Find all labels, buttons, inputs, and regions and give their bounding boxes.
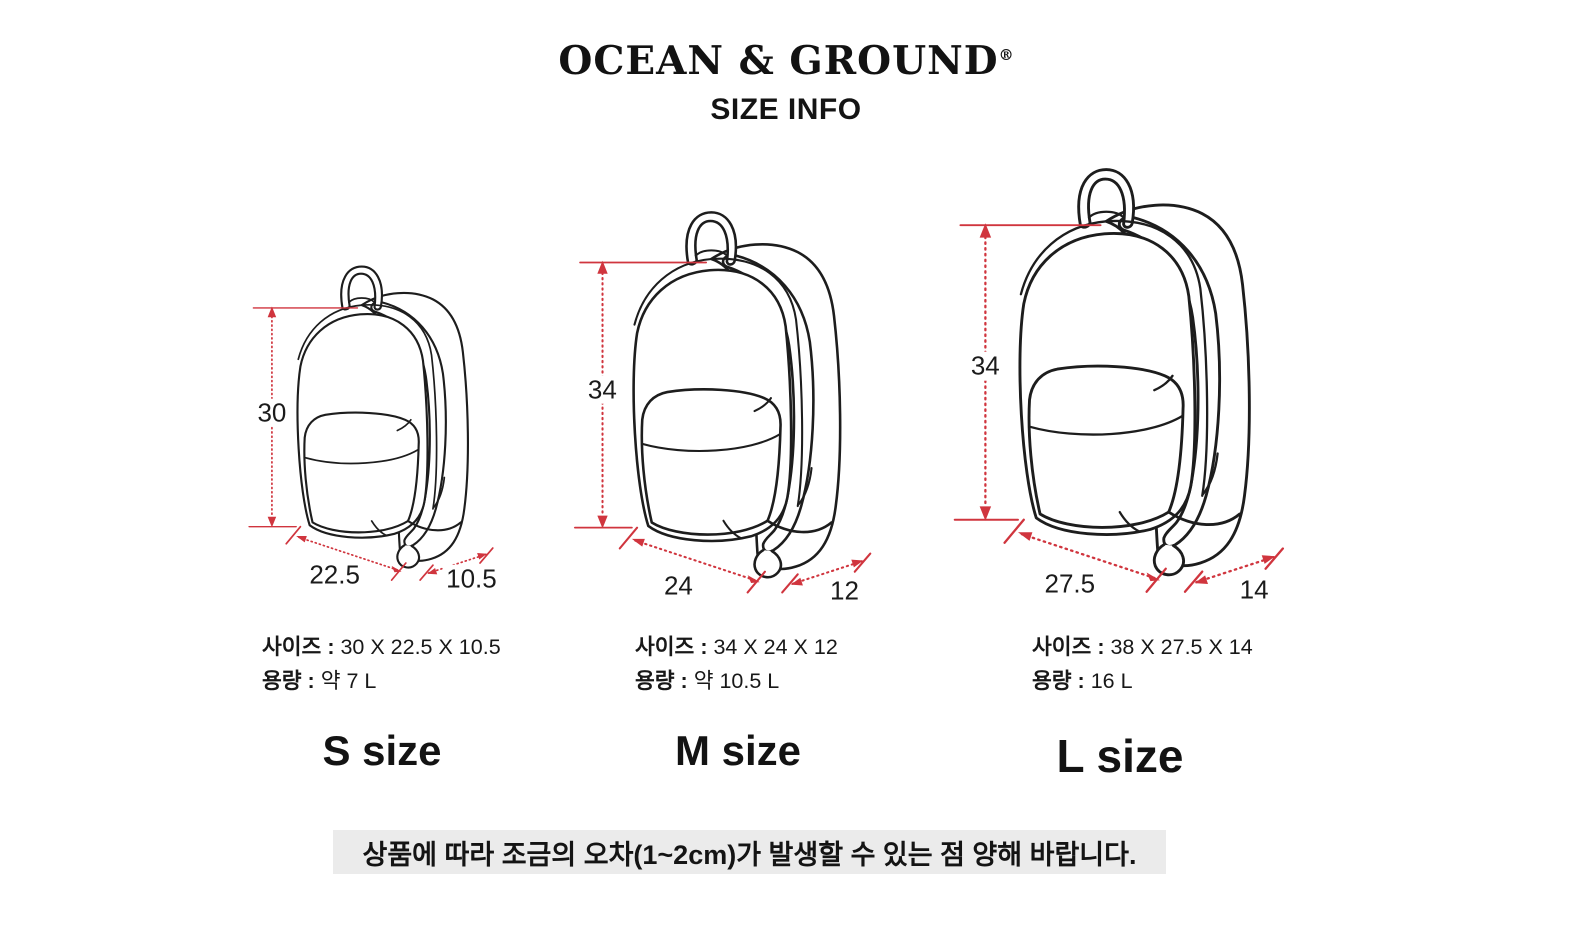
backpack-bottom-tick: [370, 520, 387, 537]
backpack-gusset-line: [633, 257, 804, 508]
height-dimension-label: 30: [254, 398, 290, 428]
width-dimension-line: [618, 526, 766, 594]
depth-dimension-line: [781, 552, 872, 594]
width-dimension-label: 24: [660, 571, 696, 600]
backpack-side-seam: [1202, 452, 1219, 496]
height-dimension-label: 34: [584, 375, 620, 404]
size-spec-line: 사이즈 : 38 X 27.5 X 14: [1032, 630, 1253, 664]
size-spec-value: 34 X 24 X 12: [713, 635, 838, 659]
backpack-base-curve: [406, 519, 462, 532]
backpack-base-curve: [1167, 510, 1242, 526]
backpack-strap-loop: [396, 544, 421, 569]
backpack-top-seam: [1087, 210, 1125, 219]
capacity-spec-line: 용량 : 약 10.5 L: [635, 664, 838, 698]
capacity-spec-value: 16 L: [1090, 669, 1133, 693]
backpack-line-art: [574, 211, 872, 594]
backpack-gusset-line: [1019, 219, 1209, 497]
backpack-pocket-tick: [753, 397, 772, 413]
backpack-drawing-s: [242, 258, 527, 593]
backpack-figure-l: 34 27.5 14: [945, 158, 1329, 609]
backpack-handle: [1077, 168, 1135, 229]
page-title: SIZE INFO: [710, 93, 862, 126]
backpack-front-pocket: [1027, 364, 1185, 529]
spec-block-s: 사이즈 : 30 X 22.5 X 10.5 용량 : 약 7 L: [262, 630, 501, 698]
backpack-pocket-seam: [303, 448, 419, 465]
brand-name: OCEAN & GROUND: [558, 38, 999, 84]
backpack-base-curve: [766, 519, 833, 534]
width-dimension-line: [1003, 518, 1167, 593]
backpack-bottom-tick: [722, 519, 742, 540]
backpack-top-seam: [694, 249, 728, 257]
size-spec-label: 사이즈 :: [262, 635, 335, 659]
size-spec-line: 사이즈 : 34 X 24 X 12: [635, 630, 838, 664]
backpack-drawing-l: [945, 158, 1329, 609]
size-spec-value: 30 X 22.5 X 10.5: [340, 635, 501, 659]
capacity-spec-label: 용량 :: [635, 669, 688, 693]
backpack-figure-m: 34 24 12: [566, 202, 912, 608]
size-spec-line: 사이즈 : 30 X 22.5 X 10.5: [262, 630, 501, 664]
depth-dimension-label: 12: [827, 576, 862, 605]
backpack-strap-loop: [753, 548, 783, 579]
width-dimension-line: [285, 525, 407, 581]
backpack-strap-loop: [1152, 543, 1185, 577]
registered-mark: ®: [998, 46, 1014, 64]
capacity-spec-value: 약 10.5 L: [693, 669, 780, 693]
capacity-spec-label: 용량 :: [262, 669, 315, 693]
size-title-m: M size: [674, 727, 802, 774]
height-dimension-line: [574, 260, 708, 529]
brand-logo: OCEAN & GROUND®: [0, 38, 1572, 84]
depth-dimension-line: [419, 547, 494, 581]
backpack-line-art: [248, 265, 494, 581]
height-dimension-line: [248, 306, 359, 528]
backpack-drawing-m: [566, 202, 912, 608]
width-dimension-label: 22.5: [306, 560, 363, 589]
backpack-bottom-tick: [1118, 510, 1141, 533]
backpack-side-seam: [797, 467, 813, 506]
depth-dimension-label: 10.5: [443, 564, 500, 593]
backpack-figure-s: 30 22.5 10.5: [242, 258, 527, 593]
backpack-front-pocket: [303, 411, 420, 534]
height-dimension-line: [953, 223, 1102, 521]
size-spec-label: 사이즈 :: [1032, 635, 1105, 659]
size-title-s: S size: [322, 727, 442, 774]
header: OCEAN & GROUND® SIZE INFO: [0, 38, 1572, 127]
depth-dimension-line: [1183, 547, 1285, 593]
height-dimension-label: 34: [967, 352, 1003, 381]
width-dimension-label: 27.5: [1041, 570, 1099, 599]
capacity-spec-label: 용량 :: [1032, 669, 1085, 693]
tolerance-note: 상품에 따라 조금의 오차(1~2cm)가 발생할 수 있는 점 양해 바랍니다…: [333, 830, 1166, 874]
size-spec-label: 사이즈 :: [635, 635, 708, 659]
capacity-spec-line: 용량 : 약 7 L: [262, 664, 501, 698]
backpack-gusset-line: [297, 304, 438, 510]
spec-block-l: 사이즈 : 38 X 27.5 X 14 용량 : 16 L: [1032, 630, 1253, 698]
backpack-pocket-seam: [641, 433, 781, 453]
backpack-pocket-tick: [396, 418, 412, 432]
backpack-top-seam: [348, 297, 376, 304]
backpack-handle: [340, 265, 383, 311]
capacity-spec-value: 약 7 L: [320, 669, 377, 693]
capacity-spec-line: 용량 : 16 L: [1032, 664, 1253, 698]
size-spec-value: 38 X 27.5 X 14: [1110, 635, 1253, 659]
tolerance-note-text: 상품에 따라 조금의 오차(1~2cm)가 발생할 수 있는 점 양해 바랍니다…: [362, 839, 1137, 870]
backpack-side-seam: [432, 476, 446, 509]
spec-block-m: 사이즈 : 34 X 24 X 12 용량 : 약 10.5 L: [635, 630, 838, 698]
backpack-handle: [685, 211, 738, 266]
backpack-front-pocket: [640, 388, 782, 536]
backpack-pocket-seam: [1028, 414, 1184, 436]
backpack-line-art: [953, 168, 1285, 593]
size-title-l: L size: [1056, 730, 1184, 782]
depth-dimension-label: 14: [1236, 575, 1272, 604]
backpack-pocket-tick: [1153, 374, 1174, 392]
